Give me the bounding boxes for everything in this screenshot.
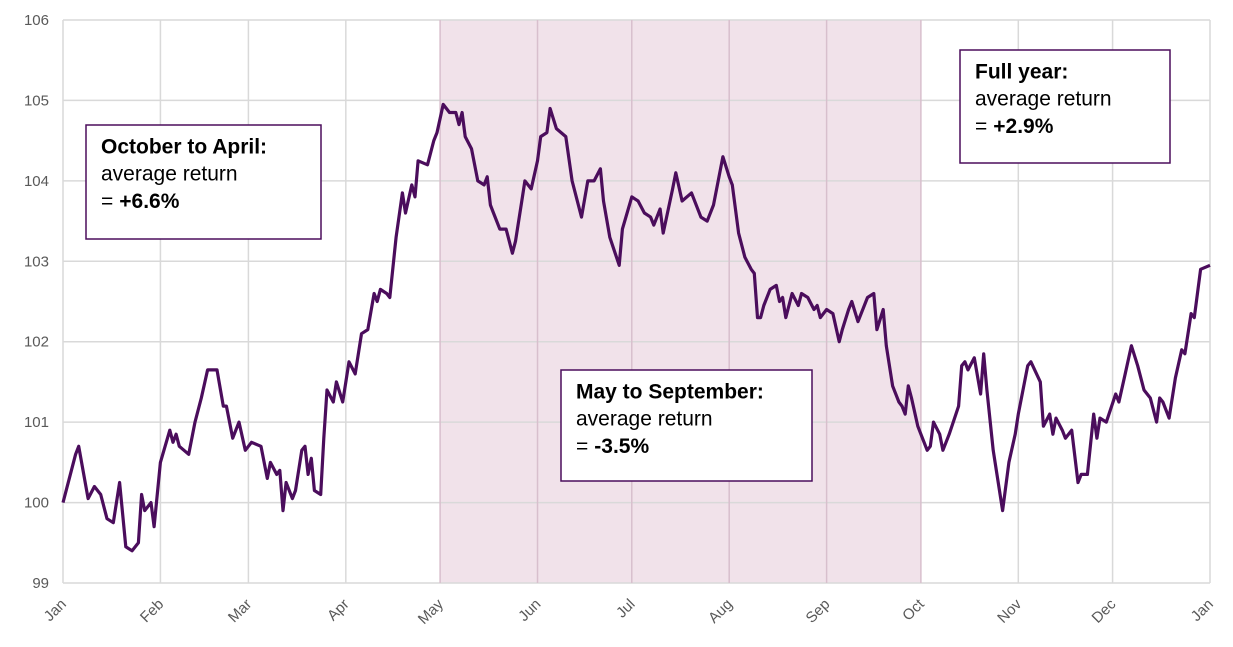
- plot-layer: [61, 102, 1211, 553]
- annotation-prefix: =: [576, 435, 588, 458]
- y-tick-label: 101: [24, 414, 49, 431]
- annotation-box: [959, 49, 1171, 164]
- y-tick-label: 104: [24, 173, 49, 190]
- data-line: [61, 102, 1211, 553]
- y-tick-label: 100: [24, 495, 49, 512]
- annotation-prefix: =: [975, 115, 987, 138]
- annotation: May to September: average return = -3.5%: [560, 369, 813, 482]
- y-tick-label: 102: [24, 334, 49, 351]
- x-tick-label: Nov: [994, 595, 1025, 626]
- x-tick-label: Jan: [41, 596, 70, 625]
- annotation: Full year: average return = +2.9%: [959, 49, 1171, 164]
- annotation-value: +6.6%: [119, 190, 179, 213]
- annotation-heading: October to April:: [101, 136, 267, 159]
- shaded-range: [440, 20, 921, 583]
- annotation-value: -3.5%: [594, 435, 649, 458]
- x-tick-label: Apr: [324, 596, 353, 625]
- annotation-result: = +2.9%: [975, 115, 1054, 138]
- y-tick-label: 105: [24, 92, 49, 109]
- y-tick-label: 99: [32, 575, 49, 592]
- annotation-value: +2.9%: [993, 115, 1053, 138]
- x-tick-label: Jul: [613, 596, 639, 622]
- annotation-heading: Full year:: [975, 61, 1068, 84]
- y-tick-label: 103: [24, 253, 49, 270]
- x-tick-label: Sep: [803, 596, 834, 627]
- x-tick-label: Mar: [225, 596, 255, 626]
- annotation-box: [85, 124, 322, 240]
- x-tick-label: Dec: [1089, 595, 1120, 626]
- annotation-text: average return: [576, 408, 713, 431]
- y-tick-label: 106: [24, 12, 49, 29]
- x-tick-label: Aug: [705, 596, 736, 627]
- annotation-result: = -3.5%: [576, 435, 649, 458]
- annotation-text: average return: [101, 163, 238, 186]
- annotation-text: average return: [975, 88, 1112, 111]
- annotation-box: [560, 369, 813, 482]
- x-tick-label: Jun: [515, 596, 544, 625]
- shade-layer: [440, 20, 921, 583]
- x-tick-label: Jan: [1188, 596, 1217, 625]
- annotation-prefix: =: [101, 190, 113, 213]
- annotation-layer: October to April: average return = +6.6% May…: [85, 49, 1171, 482]
- annotation-heading: May to September:: [576, 381, 764, 404]
- x-tick-label: Oct: [899, 595, 928, 624]
- annotation: October to April: average return = +6.6%: [85, 124, 322, 240]
- x-tick-label: Feb: [137, 596, 167, 626]
- annotation-result: = +6.6%: [101, 190, 180, 213]
- x-tick-label: May: [415, 595, 447, 627]
